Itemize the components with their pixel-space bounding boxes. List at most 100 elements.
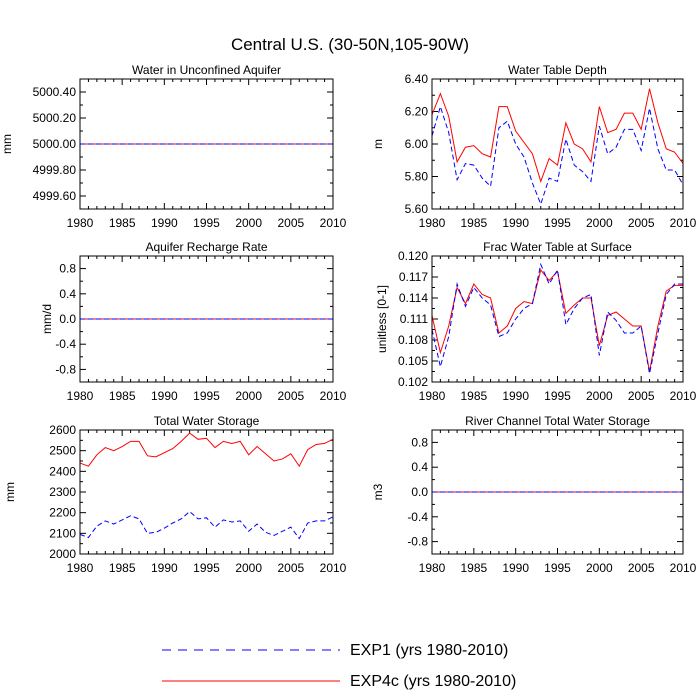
x-tick-label: 1985 [109,561,136,575]
y-tick-label: 0.117 [399,270,428,284]
plot-frame [431,78,684,210]
x-tick-label: 2000 [586,561,613,575]
x-tick-label: 1990 [502,216,529,230]
y-axis-label: mm [3,482,17,502]
x-tick-label: 2000 [235,561,262,575]
y-tick-label: 2200 [49,506,76,520]
plot-frame [79,255,334,383]
x-tick-label: 2000 [586,389,613,403]
y-tick-label: -0.8 [407,535,428,549]
legend-exp4c-label: EXP4c (yrs 1980-2010) [350,673,516,690]
y-tick-label: 2100 [49,526,76,540]
legend: EXP1 (yrs 1980-2010) EXP4c (yrs 1980-201… [162,642,516,690]
panel-4: Frac Water Table at Surface unitless [0-1… [375,240,697,403]
panel-title: Total Water Storage [154,414,260,428]
panel-title: Water in Unconfined Aquifer [132,63,281,77]
x-tick-label: 1980 [67,561,94,575]
series-exp1-line [431,104,684,206]
x-tick-label: 1980 [419,389,446,403]
y-tick-label: 2500 [49,444,76,458]
panel-title: Aquifer Recharge Rate [145,240,267,254]
series-exp1-line [431,262,683,374]
y-tick-label: -0.4 [55,337,76,351]
y-tick-label: 6.40 [405,72,429,86]
y-axis-label: mm/d [40,304,54,334]
y-tick-label: 5000.20 [33,111,77,125]
series-exp4c-line [431,88,684,183]
y-tick-label: 5000.40 [33,85,77,99]
y-tick-label: 2400 [49,464,76,478]
series-exp4c-line [79,432,334,468]
y-tick-label: 0.0 [59,312,76,326]
panels: Water in Unconfined Aquifer mm 4999.60 4999… [0,63,697,575]
x-tick-label: 2010 [670,216,697,230]
y-tick-label: 2000 [49,547,76,561]
y-tick-label: 5000.00 [33,137,77,151]
plot-frame [431,255,684,383]
y-tick-label: 6.20 [405,105,429,119]
y-axis-label: mm [0,134,14,154]
x-tick-label: 1980 [419,216,446,230]
x-tick-label: 1995 [193,389,220,403]
y-tick-label: 5.60 [405,202,429,216]
x-tick-label: 2010 [670,389,697,403]
y-tick-label: -0.8 [55,362,76,376]
x-tick-label: 1990 [502,561,529,575]
x-tick-label: 1985 [460,216,487,230]
y-tick-label: 2300 [49,485,76,499]
y-tick-label: 0.114 [399,291,428,305]
panel-title: River Channel Total Water Storage [465,414,650,428]
x-tick-label: 1985 [109,216,136,230]
x-tick-label: 1990 [151,561,178,575]
y-axis-label: m3 [371,483,385,500]
x-tick-label: 1995 [544,216,571,230]
y-tick-label: 0.8 [59,262,76,276]
y-tick-label: 0.4 [59,287,76,301]
plot-frame [431,429,684,555]
panel-5: Total Water Storage mm 2000 2100 2200 2300 240… [3,414,347,575]
y-tick-label: 6.00 [405,137,429,151]
x-tick-label: 2005 [628,561,655,575]
y-tick-label: -0.4 [407,510,428,524]
x-tick-label: 2010 [320,389,347,403]
panel-1: Water in Unconfined Aquifer mm 4999.60 4999… [0,63,347,230]
plot-frame [79,78,334,210]
x-tick-label: 1985 [460,561,487,575]
x-tick-label: 2005 [628,389,655,403]
x-tick-label: 1980 [67,216,94,230]
x-tick-label: 1995 [193,216,220,230]
plot-frame [79,429,334,555]
y-tick-label: 0.105 [398,354,428,368]
x-tick-label: 2005 [628,216,655,230]
y-tick-label: 0.120 [398,249,428,263]
y-tick-label: 2600 [49,423,76,437]
x-tick-label: 2005 [277,216,304,230]
y-tick-label: 4999.60 [33,189,77,203]
x-tick-label: 2000 [235,216,262,230]
y-tick-label: 0.4 [411,460,428,474]
x-tick-label: 1990 [151,216,178,230]
y-axis-label: m [371,139,385,149]
series-exp4c-line [431,268,683,372]
panel-title: Frac Water Table at Surface [483,240,632,254]
x-tick-label: 1995 [544,561,571,575]
x-tick-label: 1990 [502,389,529,403]
y-tick-label: 5.80 [405,170,429,184]
x-tick-label: 1990 [151,389,178,403]
x-tick-label: 2010 [320,561,347,575]
x-tick-label: 1995 [544,389,571,403]
panel-title: Water Table Depth [508,63,607,77]
x-tick-label: 2005 [277,561,304,575]
x-tick-label: 1985 [460,389,487,403]
x-tick-label: 2010 [670,561,697,575]
y-tick-label: 0.0 [411,485,428,499]
x-tick-label: 1980 [419,561,446,575]
x-tick-label: 2000 [586,216,613,230]
y-tick-label: 0.102 [398,375,428,389]
y-tick-label: 0.111 [400,312,429,326]
x-tick-label: 1995 [193,561,220,575]
panel-6: River Channel Total Water Storage m3 -0.8 -… [371,414,697,575]
panel-3: Aquifer Recharge Rate mm/d -0.8 -0.4 0.0 0.4 0… [40,240,347,403]
x-tick-label: 1980 [67,389,94,403]
